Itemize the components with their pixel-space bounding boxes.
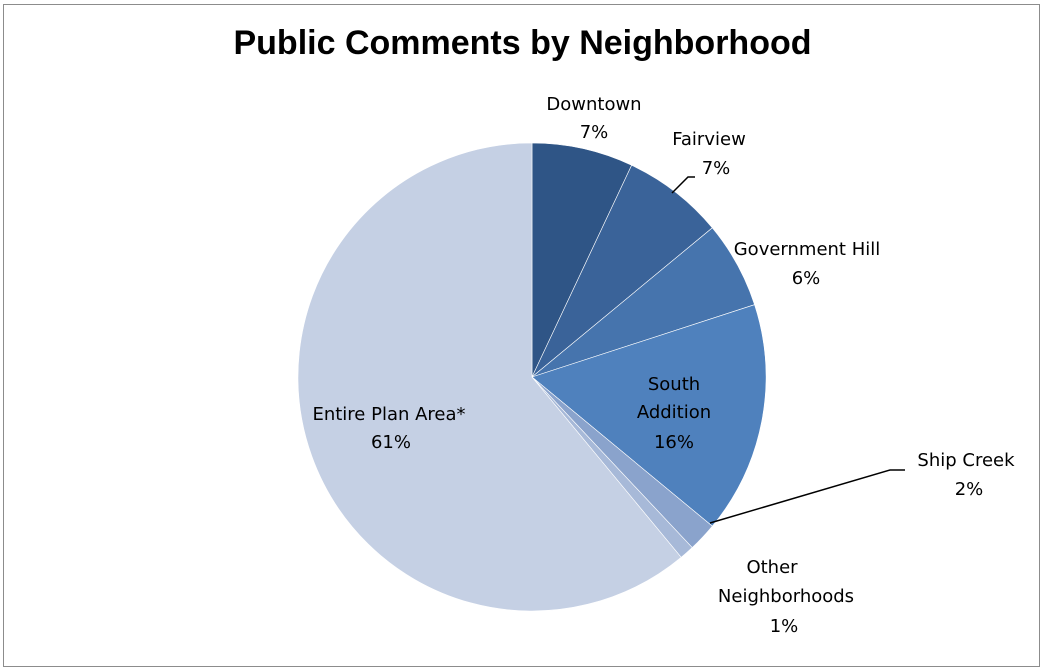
- slice-labels: Downtown 7% Fairview 7% Government Hill …: [312, 94, 1015, 637]
- label-south-addition-line2: Addition: [637, 402, 711, 423]
- label-other-neighborhoods-percent: 1%: [770, 616, 799, 637]
- pie-slice-downtown: [531, 142, 633, 378]
- label-entire-plan-area-name: Entire Plan Area*: [312, 404, 465, 425]
- label-other-neighborhoods-line1: Other: [746, 557, 798, 578]
- label-other-neighborhoods-line2: Neighborhoods: [718, 586, 854, 607]
- label-entire-plan-area-percent: 61%: [371, 432, 411, 453]
- chart-title: Public Comments by Neighborhood: [233, 24, 812, 62]
- label-government-hill-name: Government Hill: [734, 239, 881, 260]
- ship-creek-leader-line: [709, 469, 905, 524]
- pie-slice-entire-plan-area: [297, 142, 682, 612]
- label-downtown-name: Downtown: [546, 94, 641, 115]
- leader-lines: [671, 176, 905, 524]
- label-ship-creek-percent: 2%: [955, 479, 984, 500]
- label-government-hill-percent: 6%: [792, 268, 821, 289]
- label-south-addition-line1: South: [648, 374, 700, 395]
- label-ship-creek-name: Ship Creek: [917, 450, 1015, 471]
- label-downtown-percent: 7%: [580, 122, 609, 143]
- label-fairview-percent: 7%: [702, 158, 731, 179]
- pie-slice-south-addition: [531, 304, 767, 527]
- fairview-leader-line: [671, 176, 695, 194]
- label-fairview-name: Fairview: [672, 129, 746, 150]
- label-south-addition-percent: 16%: [654, 432, 694, 453]
- pie-slices: [297, 142, 767, 612]
- pie-slice-fairview: [531, 164, 713, 378]
